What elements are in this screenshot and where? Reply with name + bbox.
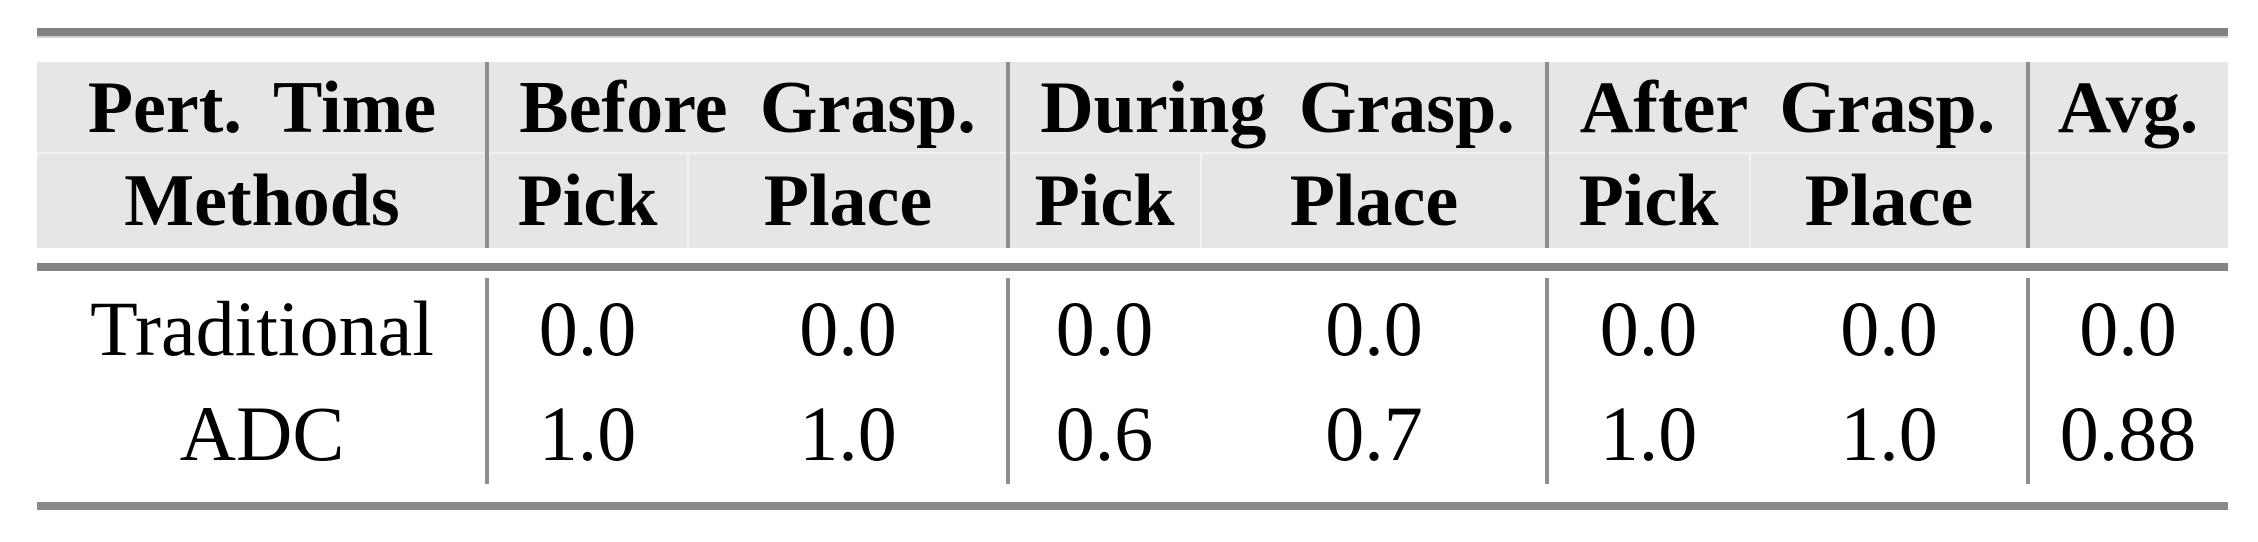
value-cell: 0.0 [1055,284,1154,372]
header-corner-methods: Methods [124,159,400,242]
header-during-place: Place [1289,159,1459,242]
column-separator [1545,278,1549,484]
method-label: ADC [179,389,345,477]
value-cell: 1.0 [1599,389,1698,477]
column-separator [485,278,489,484]
table-header: Pert. Time Before Grasp. During Grasp. A… [37,62,2228,248]
header-before-pick: Pick [517,159,658,242]
table-bottom-rule [37,502,2228,510]
header-during-pick: Pick [1034,159,1175,242]
header-after-place: Place [1804,159,1974,242]
header-corner-pert-time: Pert. Time [87,66,437,149]
value-cell: 0.88 [2059,389,2197,477]
column-separator [485,62,489,248]
value-cell: 0.6 [1055,389,1154,477]
column-separator [1006,278,1010,484]
column-separator [2026,62,2030,248]
header-before-place: Place [763,159,933,242]
table-body: Traditional 0.0 0.0 0.0 0.0 0.0 0.0 0.0 … [37,276,2228,486]
value-cell: 0.0 [1599,284,1698,372]
header-after-pick: Pick [1578,159,1719,242]
header-avg-empty [2028,153,2228,248]
header-group-during-grasp: During Grasp. [1040,66,1515,149]
column-separator [1545,62,1549,248]
column-separator [2026,278,2030,484]
value-cell: 0.0 [1840,284,1938,372]
table-top-rule [37,28,2228,38]
value-cell: 0.0 [538,284,637,372]
method-label: Traditional [90,284,434,372]
value-cell: 0.0 [1325,284,1423,372]
value-cell: 1.0 [799,389,897,477]
table-mid-rule [37,263,2228,271]
value-cell: 0.0 [799,284,897,372]
header-group-after-grasp: After Grasp. [1579,66,1996,149]
header-subcol-hairline-before [687,154,689,248]
header-subcol-hairline-during [1200,154,1202,248]
value-cell: 1.0 [538,389,637,477]
header-group-before-grasp: Before Grasp. [519,66,976,149]
column-separator [1006,62,1010,248]
value-cell: 1.0 [1840,389,1938,477]
value-cell: 0.0 [2079,284,2177,372]
header-row-hairline [37,152,2228,154]
header-group-avg: Avg. [2057,66,2199,149]
value-cell: 0.7 [1325,389,1423,477]
header-subcol-hairline-after [1749,154,1751,248]
